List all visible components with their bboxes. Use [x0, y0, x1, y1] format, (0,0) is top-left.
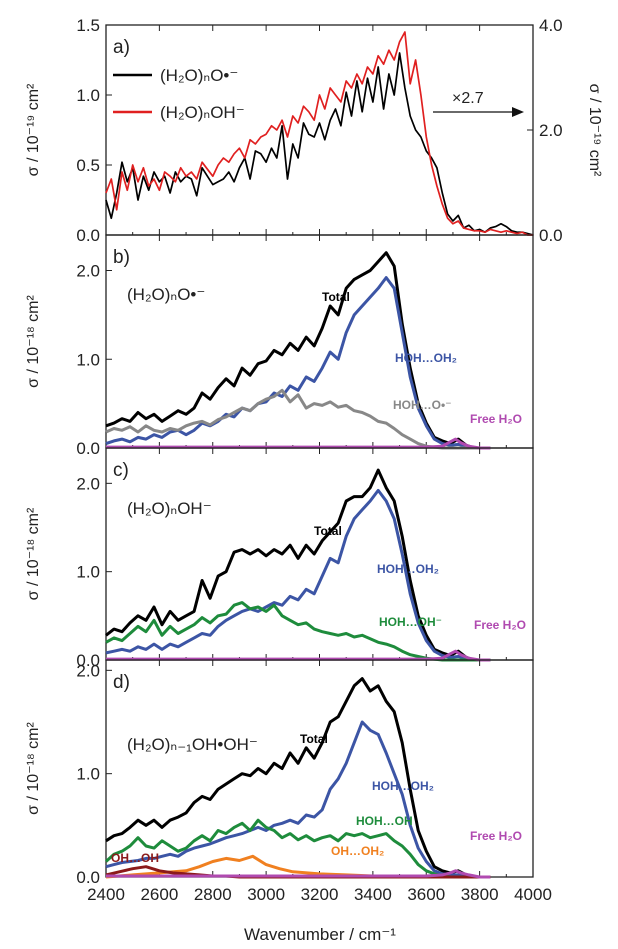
- series-line-hoh-oh: [105, 488, 491, 662]
- series-label-free-h-o: Free H₂O: [470, 412, 522, 426]
- scale-annotation: ×2.7: [452, 90, 484, 107]
- series-label-hoh-oh: HOH…OH: [356, 814, 413, 828]
- series-label-free-h-o: Free H₂O: [474, 618, 526, 632]
- panel-label: a): [113, 37, 130, 58]
- series-line-hoh-oh: [105, 276, 491, 450]
- series-label-total: Total: [300, 732, 328, 746]
- x-tick-label: 3400: [354, 885, 392, 904]
- y-axis-title: σ / 10⁻¹⁸ cm²: [25, 507, 42, 600]
- panel-label: c): [113, 460, 129, 481]
- y-tick-label: 1.0: [76, 350, 100, 369]
- legend-label: (H₂O)ₙOH⁻: [160, 103, 245, 122]
- x-tick-label: 2400: [87, 885, 125, 904]
- series-line-free-h-o: [106, 437, 491, 450]
- series-label-hoh-oh: HOH…OH₂: [377, 562, 439, 576]
- panel-species-label: (H₂O)ₙ₋₁OH•OH⁻: [127, 735, 258, 754]
- panel-c: 0.0 1.0 2.0 σ / 10⁻¹⁸ cm² c) (H₂O)ₙOH⁻ Total HO…: [25, 447, 534, 670]
- series-label-hoh-oh: HOH…OH⁻: [379, 615, 442, 629]
- plot-frame: [105, 24, 534, 236]
- x-tick-label: 4000: [514, 885, 552, 904]
- panel-b: 0.0 1.0 2.0 σ / 10⁻¹⁸ cm² b) (H₂O)ₙO•⁻ Total HO…: [25, 234, 534, 458]
- series-line-free-h-o: [106, 649, 491, 662]
- series-line-free-h-o: [106, 869, 491, 879]
- y-axis-title: σ / 10⁻¹⁹ cm²: [25, 83, 42, 176]
- y-axis-title: σ / 10⁻¹⁸ cm²: [25, 722, 42, 815]
- y-axis-title: σ / 10⁻¹⁸ cm²: [25, 295, 42, 388]
- series-label-oh-oh: OH…OH: [111, 851, 159, 865]
- series-line-hoh-oh: [105, 720, 491, 879]
- panel-d: 0.0 1.0 2.0 σ / 10⁻¹⁸ cm² d) (H₂O)ₙ₋₁OH•OH⁻ To…: [25, 659, 552, 904]
- y-tick-label: 1.0: [76, 765, 100, 784]
- series-line-total: [105, 677, 491, 879]
- y-tick-label: 0.0: [76, 651, 100, 670]
- y-tick-label: 0.5: [76, 156, 100, 175]
- legend-label: (H₂O)ₙO•⁻: [160, 66, 238, 85]
- x-tick-label: 2800: [194, 885, 232, 904]
- series-label-hoh-o: HOH…O•⁻: [393, 398, 452, 412]
- panel-label: d): [113, 672, 130, 693]
- series-label-free-h-o: Free H₂O: [470, 829, 522, 843]
- x-axis-title: Wavenumber / cm⁻¹: [244, 925, 396, 944]
- x-tick-label: 2600: [140, 885, 178, 904]
- y-tick-label: 2.0: [76, 661, 100, 680]
- y-right-tick-label: 0.0: [539, 226, 563, 245]
- series-label-hoh-oh: HOH…OH₂: [372, 779, 434, 793]
- y-right-tick-label: 2.0: [539, 121, 563, 140]
- scale-arrow-head: [512, 107, 524, 117]
- series-line-h-o-oh: [105, 31, 533, 236]
- y-tick-label: 2.0: [76, 262, 100, 281]
- panel-species-label: (H₂O)ₙO•⁻: [127, 285, 205, 304]
- x-tick-label: 3600: [407, 885, 445, 904]
- x-tick-label: 3000: [247, 885, 285, 904]
- series-line-total: [105, 468, 491, 662]
- panel-species-label: (H₂O)ₙOH⁻: [127, 499, 212, 518]
- x-tick-label: 3200: [301, 885, 339, 904]
- series-label-total: Total: [314, 524, 342, 538]
- y-tick-label: 1.0: [76, 563, 100, 582]
- y-tick-label: 1.0: [76, 86, 100, 105]
- y-tick-label: 2.0: [76, 474, 100, 493]
- panel-a: 0.0 0.5 1.0 1.5 σ / 10⁻¹⁹ cm² 0.0 2.0 4.0 σ / 10…: [25, 16, 603, 245]
- y-tick-label: 0.0: [76, 868, 100, 887]
- y-right-axis-title: σ / 10⁻¹⁹ cm²: [586, 84, 603, 177]
- y-tick-label: 0.0: [76, 226, 100, 245]
- x-tick-label: 3800: [461, 885, 499, 904]
- panel-label: b): [113, 247, 130, 268]
- series-label-total: Total: [322, 290, 350, 304]
- y-right-tick-label: 4.0: [539, 16, 563, 35]
- y-tick-label: 1.5: [76, 16, 100, 35]
- series-label-hoh-oh: HOH…OH₂: [395, 351, 457, 365]
- series-line-hoh-oh: [104, 818, 491, 879]
- y-tick-label: 0.0: [76, 439, 100, 458]
- series-label-oh-oh: OH…OH₂: [331, 844, 384, 858]
